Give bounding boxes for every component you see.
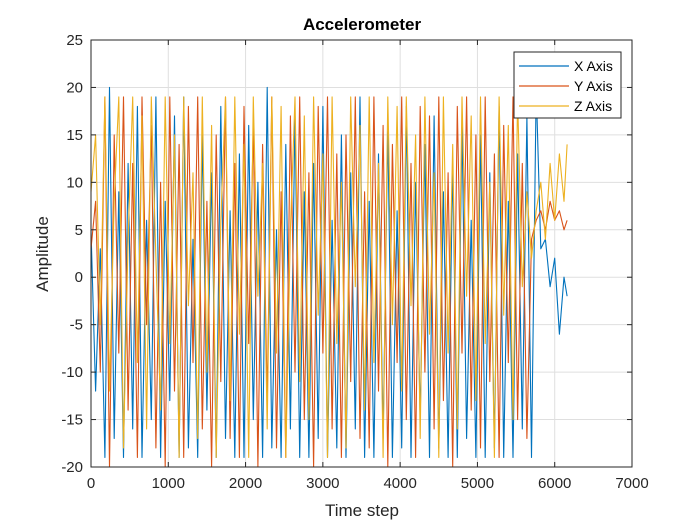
legend: X Axis Y Axis Z Axis	[513, 51, 622, 119]
axes-box	[90, 39, 633, 468]
legend-label-z-axis: Z Axis	[574, 98, 612, 114]
x-tick-label: 1000	[152, 475, 185, 492]
y-tick-label: -5	[70, 317, 83, 334]
y-tick-label: 15	[66, 127, 83, 144]
y-tick-label: 0	[75, 269, 83, 286]
legend-label-x-axis: X Axis	[574, 58, 613, 74]
y-tick-label: 5	[75, 222, 83, 239]
y-tick-label: 20	[66, 79, 83, 96]
x-tick-label: 2000	[229, 475, 262, 492]
series-lines	[90, 86, 568, 468]
y-tick-label: -15	[61, 412, 83, 429]
x-axis-label: Time step	[325, 501, 399, 520]
legend-label-y-axis: Y Axis	[574, 78, 613, 94]
y-axis-label: Amplitude	[33, 216, 52, 292]
x-tick-label: 3000	[306, 475, 339, 492]
x-tick-label: 6000	[538, 475, 571, 492]
y-tick-label: -10	[61, 364, 83, 381]
y-tick-label: -20	[61, 459, 83, 476]
x-tick-label: 0	[87, 475, 95, 492]
axis-ticks: 0 1000 2000 3000 4000 5000 6000 7000 -20 -15 -10 -5…	[61, 32, 648, 492]
x-tick-label: 7000	[615, 475, 648, 492]
series-line-z-axis	[90, 96, 568, 459]
x-tick-label: 5000	[461, 475, 494, 492]
y-tick-label: 25	[66, 32, 83, 49]
legend-box	[513, 51, 622, 119]
y-tick-label: 10	[66, 174, 83, 191]
x-tick-label: 4000	[383, 475, 416, 492]
chart-title: Accelerometer	[303, 15, 422, 34]
